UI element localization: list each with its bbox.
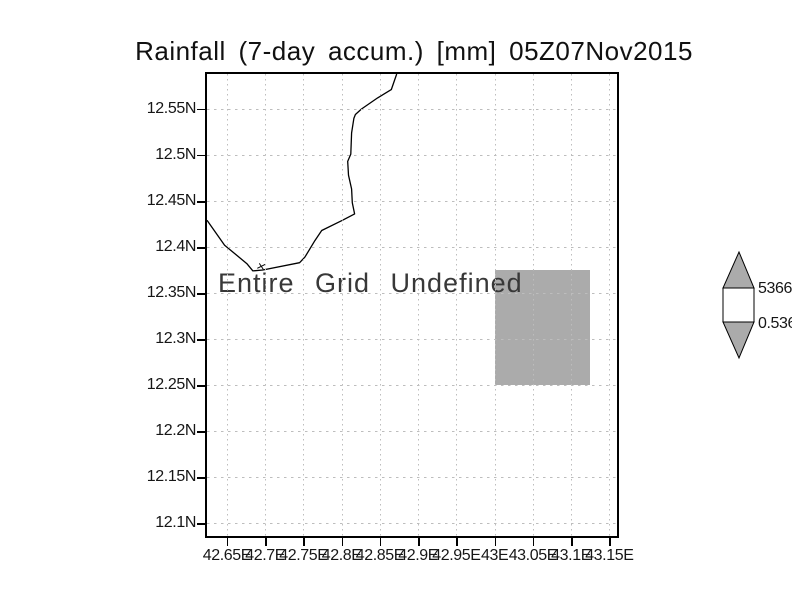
- plot-frame: [205, 72, 619, 538]
- y-tick-label: 12.3N: [155, 330, 196, 348]
- chart-title: Rainfall (7-day accum.) [mm] 05Z07Nov201…: [135, 36, 693, 66]
- y-tick: [197, 293, 206, 295]
- y-tick-label: 12.4N: [155, 238, 196, 256]
- y-tick-label: 12.25N: [146, 376, 197, 394]
- y-tick: [197, 201, 206, 203]
- x-tick: [571, 538, 573, 546]
- y-grid-line: [207, 523, 617, 525]
- x-grid-line: [609, 74, 611, 536]
- x-grid-line: [532, 74, 534, 536]
- y-tick-label: 12.1N: [155, 514, 196, 532]
- x-grid-line: [418, 74, 420, 536]
- y-tick: [197, 431, 206, 433]
- x-tick-label: 42.9E: [398, 547, 439, 564]
- x-tick: [418, 538, 420, 546]
- y-grid-line: [207, 201, 617, 202]
- y-tick-label: 12.2N: [155, 422, 196, 440]
- y-tick-label: 12.15N: [146, 468, 197, 486]
- colorbar-min-label: 0.536688: [758, 315, 792, 332]
- x-tick: [532, 538, 535, 546]
- y-grid-line: [207, 477, 617, 479]
- x-grid-line: [226, 74, 228, 536]
- x-grid-line: [303, 74, 305, 536]
- x-tick-label: 43.15E: [585, 547, 634, 564]
- coastline-map: [207, 74, 398, 272]
- x-tick-label: 42.75E: [279, 547, 328, 564]
- colorbar-up-arrow-icon: [722, 250, 755, 289]
- plot-area: Entire Grid Undefined: [207, 74, 617, 536]
- y-tick: [197, 523, 206, 525]
- y-tick-label: 12.45N: [146, 192, 197, 209]
- y-tick-label: 12.5N: [155, 145, 196, 163]
- islet-marker-icon: [257, 263, 266, 270]
- x-tick: [265, 538, 267, 546]
- coastline: [207, 74, 398, 272]
- colorbar: [722, 250, 755, 360]
- y-grid-line: [207, 108, 617, 110]
- x-tick: [609, 538, 611, 546]
- x-grid-line: [265, 74, 267, 536]
- y-tick-label: 12.35N: [146, 284, 197, 302]
- x-tick-label: 43.05E: [508, 547, 558, 564]
- x-tick-label: 42.85E: [355, 547, 405, 564]
- undefined-region: [494, 270, 591, 386]
- y-tick: [197, 154, 206, 157]
- x-grid-line: [341, 74, 343, 536]
- undefined-annotation: Entire Grid Undefined: [218, 268, 523, 298]
- y-tick-label: 12.55N: [146, 99, 197, 117]
- x-tick-label: 42.7E: [245, 547, 286, 564]
- x-grid-line: [571, 74, 573, 536]
- colorbar-value-box: [722, 287, 755, 323]
- x-tick: [379, 538, 382, 546]
- x-tick-label: 43E: [480, 547, 509, 564]
- y-grid-line: [207, 247, 617, 249]
- y-tick: [197, 385, 206, 387]
- x-tick-label: 42.95E: [432, 547, 481, 564]
- x-tick: [226, 538, 229, 546]
- x-grid-line: [456, 74, 458, 536]
- y-tick: [197, 339, 206, 341]
- y-tick: [197, 108, 206, 111]
- x-tick: [303, 538, 305, 546]
- colorbar-down-arrow-icon: [722, 321, 755, 360]
- x-tick-label: 42.65E: [202, 547, 252, 564]
- colorbar-max-label: 5366.88: [758, 280, 792, 297]
- y-grid-line: [207, 293, 617, 295]
- y-tick: [197, 477, 206, 479]
- y-grid-line: [207, 339, 617, 341]
- y-tick: [197, 247, 206, 249]
- x-tick-label: 42.8E: [321, 547, 362, 564]
- x-grid-line: [379, 74, 381, 536]
- y-grid-line: [207, 154, 617, 156]
- x-tick: [494, 538, 497, 546]
- x-tick-label: 43.1E: [551, 547, 592, 564]
- x-tick: [456, 538, 458, 546]
- x-grid-line: [494, 74, 496, 536]
- y-grid-line: [207, 385, 617, 387]
- y-grid-line: [207, 431, 617, 433]
- x-tick: [341, 538, 344, 546]
